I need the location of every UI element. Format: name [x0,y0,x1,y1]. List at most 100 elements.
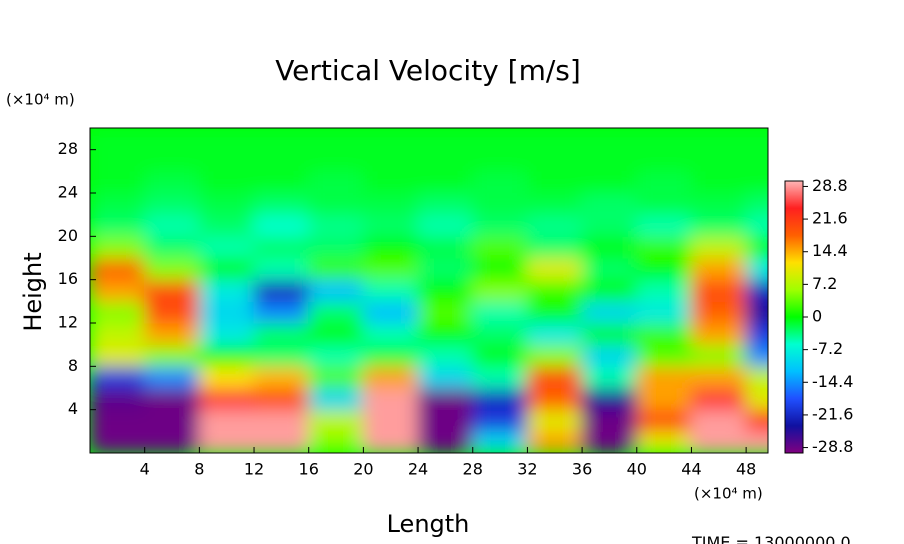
cell [362,214,419,237]
cell [90,387,146,411]
cell [90,257,146,281]
cell [472,192,528,216]
cell [308,235,364,259]
cell [745,192,768,216]
cell [526,300,583,324]
cell [417,409,474,432]
cell [308,322,364,346]
colorbar-tick-label: 21.6 [812,209,848,228]
cell [308,409,364,432]
cell [690,344,747,367]
x-tick-label: 48 [736,460,756,479]
cell [581,344,638,367]
cell [690,170,747,194]
cell [362,257,419,281]
cell [198,344,255,367]
y-tick-label: 8 [68,356,78,375]
cell [581,128,638,151]
cell [526,257,583,281]
cell [745,387,768,411]
cell [526,235,583,259]
cell [745,128,768,151]
cell [362,344,419,367]
cell [526,387,583,411]
cell [253,257,310,281]
cell [417,128,474,151]
cell [308,279,364,302]
cell [417,279,474,302]
cell [581,387,638,411]
cell [636,128,692,151]
cell [144,430,200,453]
cell [198,149,255,172]
y-axis-label: Height [19,252,47,331]
footer: TIME = 13000000.0 [691,533,851,544]
cell [472,279,528,302]
plot-frame [89,127,769,454]
cell [253,128,310,151]
cell [417,300,474,324]
y-tick-label: 20 [58,226,78,245]
cell [417,365,474,389]
cell [198,257,255,281]
y-tick-label: 12 [58,313,78,332]
cell [745,149,768,172]
cell [198,322,255,346]
cell [690,235,747,259]
cell [144,214,200,237]
cell [362,300,419,324]
cell [472,128,528,151]
cell [472,170,528,194]
cell [745,430,768,453]
cell [308,170,364,194]
cell [362,149,419,172]
cell [690,257,747,281]
cell [745,214,768,237]
cell [636,365,692,389]
cell [144,128,200,151]
colorbar [784,180,804,454]
colorbar-tick-label: -28.8 [812,437,853,456]
cell [253,430,310,453]
cell [90,214,146,237]
cell [526,149,583,172]
cell [308,365,364,389]
cell [362,409,419,432]
x-tick-label: 40 [627,460,647,479]
cell [690,322,747,346]
cell [90,300,146,324]
cell [472,300,528,324]
cell [472,387,528,411]
cell [144,365,200,389]
cell [362,170,419,194]
cell [198,192,255,216]
cell [144,192,200,216]
x-tick-label: 32 [517,460,537,479]
cell [636,235,692,259]
cell [198,430,255,453]
cell [472,365,528,389]
cell [745,322,768,346]
cell [745,235,768,259]
cell [253,192,310,216]
cell [198,214,255,237]
cell [636,149,692,172]
cell [636,344,692,367]
cell [417,170,474,194]
cell [362,128,419,151]
cell [745,344,768,367]
cell [362,387,419,411]
cell [690,214,747,237]
cell [472,322,528,346]
cell [581,430,638,453]
cell [472,409,528,432]
cell [90,128,146,151]
x-tick-label: 24 [408,460,428,479]
cell [90,365,146,389]
cell [253,149,310,172]
cell [198,409,255,432]
cell [690,387,747,411]
colorbar-tick-label: 28.8 [812,176,848,195]
cell [526,192,583,216]
cell [526,128,583,151]
